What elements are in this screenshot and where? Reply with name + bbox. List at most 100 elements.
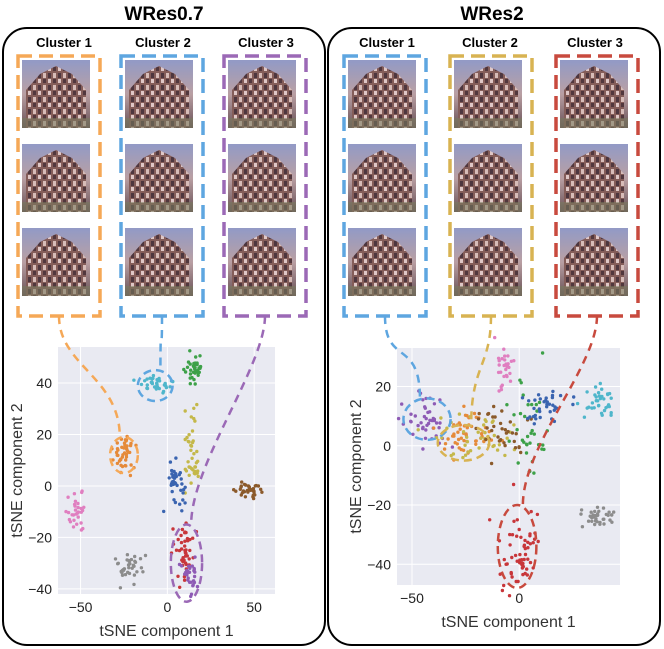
data-point — [179, 488, 183, 492]
cluster-label-3: Cluster 3 — [567, 35, 623, 50]
panel-title-wres07: WRes0.7 — [124, 4, 203, 25]
data-point — [75, 511, 80, 515]
data-point — [604, 512, 608, 517]
thumbnail-image — [125, 144, 193, 212]
data-point — [425, 423, 429, 427]
data-point — [240, 480, 244, 484]
data-point — [189, 444, 194, 448]
data-point — [239, 484, 243, 488]
cluster-cyan — [132, 373, 175, 395]
data-point — [450, 445, 455, 449]
data-point — [515, 534, 519, 538]
thumbnail-group-cluster-3 — [554, 54, 640, 318]
data-point — [571, 402, 575, 407]
data-point — [518, 411, 523, 416]
data-point — [520, 558, 524, 562]
data-point — [198, 354, 202, 358]
data-point — [189, 368, 193, 372]
y-tick-label: −40 — [28, 581, 52, 597]
data-point — [173, 500, 178, 505]
data-point — [185, 435, 189, 440]
cluster-label-1: Cluster 1 — [36, 35, 92, 50]
data-point — [493, 415, 497, 419]
y-tick-label: 0 — [383, 438, 391, 454]
data-point — [124, 458, 128, 462]
data-point — [508, 532, 512, 537]
data-point — [589, 510, 593, 514]
thumbnail-image — [560, 228, 628, 296]
connector-line — [57, 315, 122, 438]
data-point — [513, 553, 518, 558]
data-point — [594, 517, 598, 521]
data-point — [496, 435, 500, 439]
y-tick-label: 20 — [36, 426, 52, 442]
data-point — [510, 575, 514, 579]
data-point — [128, 562, 132, 566]
y-tick-label: 20 — [375, 379, 391, 395]
data-point — [183, 544, 187, 548]
cluster-label-1: Cluster 1 — [359, 35, 415, 50]
y-tick-label: −40 — [367, 556, 391, 572]
data-point — [413, 414, 417, 418]
data-point — [151, 373, 156, 378]
data-point — [172, 498, 176, 502]
data-point — [497, 363, 501, 367]
data-point — [518, 552, 522, 557]
highlight-ellipse — [436, 423, 491, 462]
x-tick-label: 0 — [515, 590, 523, 606]
data-point — [126, 570, 130, 574]
data-point — [438, 421, 442, 425]
data-point — [585, 390, 589, 394]
data-point — [446, 437, 450, 441]
data-point — [416, 423, 420, 428]
thumbnail-image — [22, 60, 90, 128]
data-point — [129, 463, 133, 467]
data-point — [547, 402, 552, 406]
data-point — [483, 418, 487, 422]
connector-line — [469, 315, 493, 426]
data-point — [502, 557, 506, 562]
data-point — [544, 396, 548, 400]
data-point — [421, 447, 425, 451]
data-point — [64, 509, 68, 514]
highlight-ellipse — [402, 397, 452, 442]
data-point — [135, 570, 139, 574]
data-point — [532, 432, 536, 436]
data-point — [195, 402, 199, 407]
data-point — [430, 418, 434, 423]
cluster-pink — [493, 335, 516, 393]
scatter-plot-wres07: −50 0 50 −40 −20 0 20 40 tSNE component 1 tSNE co… — [9, 347, 275, 640]
data-point — [434, 421, 439, 425]
data-point — [132, 378, 136, 382]
data-point — [73, 508, 78, 512]
data-point — [526, 546, 530, 550]
data-point — [602, 522, 606, 526]
data-point — [535, 512, 540, 517]
data-point — [183, 485, 187, 489]
data-point — [522, 557, 526, 562]
data-point — [128, 473, 133, 478]
data-point — [190, 440, 195, 445]
data-point — [183, 539, 187, 543]
data-point — [490, 428, 494, 433]
data-point — [525, 567, 529, 571]
data-point — [538, 409, 542, 414]
data-point — [121, 453, 125, 457]
data-point — [174, 548, 179, 552]
data-point — [127, 566, 131, 570]
data-point — [477, 411, 481, 416]
data-point — [529, 431, 533, 435]
data-point — [73, 499, 78, 503]
data-point — [474, 439, 478, 443]
data-point — [163, 381, 167, 386]
data-point — [194, 355, 198, 359]
data-point — [551, 389, 555, 394]
data-point — [196, 459, 200, 463]
data-point — [503, 354, 507, 358]
data-point — [181, 498, 185, 502]
cluster-orange — [110, 434, 138, 478]
x-tick-label: 50 — [246, 599, 262, 615]
data-point — [465, 435, 469, 439]
data-point — [532, 422, 536, 426]
data-point — [183, 501, 187, 505]
